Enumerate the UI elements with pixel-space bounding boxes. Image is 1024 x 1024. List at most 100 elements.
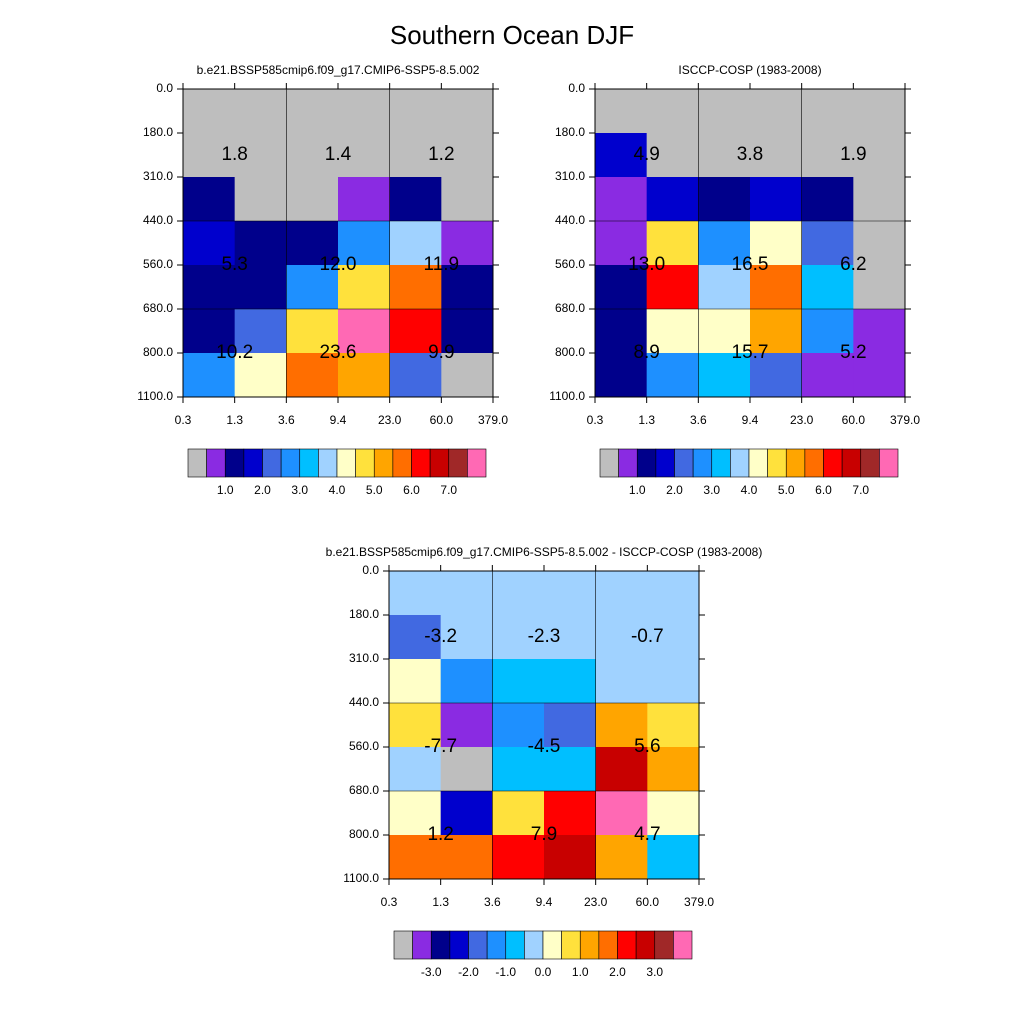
cell bbox=[801, 177, 854, 222]
cell bbox=[750, 353, 803, 398]
cell bbox=[750, 89, 803, 134]
colorbar-box bbox=[467, 448, 487, 478]
colorbar-label: 7.0 bbox=[852, 483, 869, 497]
annotation: 4.7 bbox=[634, 824, 660, 845]
y-tick-label: 440.0 bbox=[555, 213, 585, 227]
cell bbox=[544, 747, 597, 792]
cell bbox=[492, 747, 545, 792]
y-tick-label: 680.0 bbox=[143, 301, 173, 315]
cell bbox=[389, 221, 442, 266]
colorbar-box bbox=[542, 930, 562, 960]
x-tick-label: 9.4 bbox=[536, 895, 553, 909]
annotation: 5.6 bbox=[634, 736, 660, 757]
cell bbox=[544, 835, 597, 880]
cell bbox=[853, 353, 906, 398]
cell bbox=[698, 133, 751, 178]
cell bbox=[440, 703, 493, 748]
y-tick-label: 560.0 bbox=[555, 257, 585, 271]
cell bbox=[389, 265, 442, 310]
x-tick-label: 1.3 bbox=[638, 413, 655, 427]
colorbar-label: 1.0 bbox=[572, 965, 589, 979]
cell bbox=[338, 353, 391, 398]
cell bbox=[595, 703, 648, 748]
cell bbox=[440, 747, 493, 792]
colorbar-box bbox=[224, 448, 245, 478]
cell bbox=[698, 89, 751, 134]
colorbar-box bbox=[767, 448, 787, 478]
colorbar-box bbox=[429, 448, 450, 478]
colorbar-label: 7.0 bbox=[440, 483, 457, 497]
colorbar-box bbox=[448, 448, 468, 478]
y-tick-label: 560.0 bbox=[143, 257, 173, 271]
cell bbox=[183, 353, 236, 398]
cell bbox=[698, 177, 751, 222]
colorbar-box bbox=[262, 448, 282, 478]
cell bbox=[338, 309, 391, 354]
cell bbox=[646, 353, 699, 398]
cell bbox=[389, 703, 442, 748]
colorbar-box bbox=[823, 448, 843, 478]
colorbar-label: 6.0 bbox=[815, 483, 832, 497]
cell bbox=[492, 703, 545, 748]
colorbar-box bbox=[299, 448, 319, 478]
colorbar-box bbox=[411, 448, 431, 478]
cell bbox=[646, 265, 699, 310]
cell bbox=[183, 133, 236, 178]
y-tick-label: 1100.0 bbox=[343, 871, 379, 885]
y-tick-label: 180.0 bbox=[143, 125, 173, 139]
cell bbox=[647, 571, 700, 616]
colorbar-box bbox=[692, 448, 713, 478]
y-tick-label: 800.0 bbox=[555, 345, 585, 359]
colorbar-box bbox=[449, 930, 469, 960]
annotation: -3.2 bbox=[424, 626, 457, 647]
colorbar-box bbox=[617, 930, 637, 960]
colorbar-box bbox=[486, 930, 507, 960]
colorbar-label: -3.0 bbox=[421, 965, 442, 979]
colorbar-label: 2.0 bbox=[254, 483, 271, 497]
cell bbox=[183, 89, 236, 134]
cell bbox=[389, 309, 442, 354]
colorbar-box bbox=[206, 448, 226, 478]
cell bbox=[286, 221, 339, 266]
annotation: 7.9 bbox=[531, 824, 557, 845]
colorbar-box bbox=[860, 448, 880, 478]
colorbar-box bbox=[524, 930, 544, 960]
y-tick-label: 310.0 bbox=[349, 651, 379, 665]
cell bbox=[646, 177, 699, 222]
cell bbox=[389, 615, 442, 660]
colorbar-label: -1.0 bbox=[495, 965, 516, 979]
cell bbox=[338, 177, 391, 222]
cell bbox=[389, 791, 442, 836]
colorbar-box bbox=[392, 448, 412, 478]
colorbar-label: 6.0 bbox=[403, 483, 420, 497]
colorbar-box bbox=[654, 930, 674, 960]
colorbar-box bbox=[674, 448, 694, 478]
cell bbox=[234, 133, 287, 178]
cell bbox=[286, 177, 339, 222]
cell bbox=[544, 615, 597, 660]
cell bbox=[441, 89, 494, 134]
colorbar-box bbox=[599, 448, 619, 478]
annotation: 1.2 bbox=[428, 144, 454, 165]
cell bbox=[183, 265, 236, 310]
cell bbox=[234, 177, 287, 222]
colorbar-box bbox=[187, 448, 207, 478]
cell bbox=[389, 571, 442, 616]
cell bbox=[544, 659, 597, 704]
cell bbox=[647, 703, 700, 748]
cell bbox=[595, 309, 648, 354]
cell bbox=[698, 309, 751, 354]
cell bbox=[492, 571, 545, 616]
y-tick-label: 0.0 bbox=[362, 563, 379, 577]
cell bbox=[389, 835, 442, 880]
x-tick-label: 1.3 bbox=[226, 413, 243, 427]
cell bbox=[492, 659, 545, 704]
colorbar-label: -2.0 bbox=[458, 965, 479, 979]
y-tick-label: 440.0 bbox=[349, 695, 379, 709]
cell bbox=[595, 791, 648, 836]
cell bbox=[698, 353, 751, 398]
cell bbox=[595, 133, 648, 178]
cell bbox=[853, 221, 906, 266]
annotation: 10.2 bbox=[216, 342, 253, 363]
